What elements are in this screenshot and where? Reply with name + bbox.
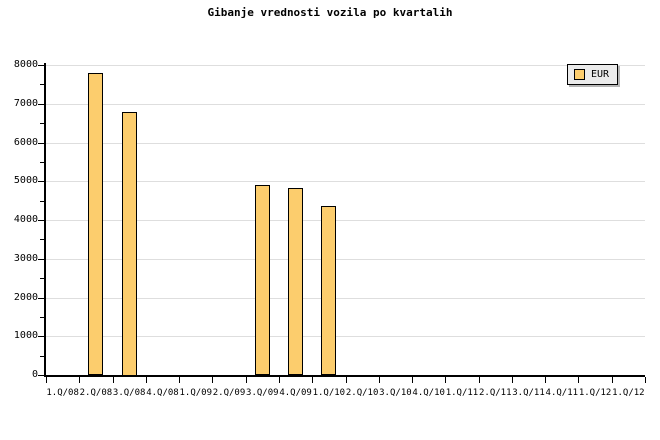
legend[interactable]: EUR	[567, 64, 619, 85]
y-axis-tick-label: 3000	[13, 253, 38, 264]
y-axis-labels: 0 1000 2000 3000 4000 5000 6000 7000 8000	[0, 0, 38, 440]
x-axis-tick-label: 1.Q/12	[578, 388, 612, 398]
y-axis-tick-label: 7000	[13, 98, 38, 109]
y-axis-tick-label: 8000	[13, 59, 38, 70]
x-axis-tick	[346, 377, 347, 383]
bar	[88, 73, 103, 375]
x-axis-tick-label: 3.Q/11	[512, 388, 545, 398]
x-axis-tick	[379, 377, 380, 383]
y-axis-tick	[38, 375, 45, 376]
x-axis-tick-label: 1.Q/11	[445, 388, 479, 398]
x-axis-tick	[113, 377, 114, 383]
plot-area	[46, 65, 645, 376]
y-axis-tick	[38, 259, 45, 260]
y-axis-line	[44, 63, 46, 377]
x-axis-tick	[212, 377, 213, 383]
x-axis-tick-label: 3.Q/08	[112, 388, 146, 398]
x-axis-tick-label: 1.Q/12	[612, 388, 645, 398]
bar	[122, 112, 137, 376]
y-axis-tick	[38, 220, 45, 221]
x-axis-tick-label: 1.Q/10	[312, 388, 346, 398]
legend-swatch-eur-icon	[574, 69, 585, 80]
x-axis-tick	[512, 377, 513, 383]
y-axis-tick	[38, 298, 45, 299]
x-axis-tick	[279, 377, 280, 383]
x-axis-tick-label: 4.Q/09	[279, 388, 312, 398]
x-axis-tick	[79, 377, 80, 383]
y-axis-tick-label: 5000	[13, 175, 38, 186]
y-axis-tick	[38, 181, 45, 182]
y-axis-tick	[38, 143, 45, 144]
x-axis-tick	[179, 377, 180, 383]
y-axis-tick-label: 4000	[13, 214, 38, 225]
x-axis-tick	[445, 377, 446, 383]
x-axis-tick	[479, 377, 480, 383]
gridline	[46, 181, 645, 182]
y-axis-tick	[38, 336, 45, 337]
x-axis-tick	[578, 377, 579, 383]
y-axis-minor-tick	[40, 123, 45, 124]
x-axis-tick	[312, 377, 313, 383]
gridline	[46, 143, 645, 144]
legend-label-eur: EUR	[591, 69, 610, 80]
x-axis-tick-label: 4.Q/10	[412, 388, 445, 398]
gridline	[46, 259, 645, 260]
y-axis-minor-tick	[40, 162, 45, 163]
chart-title: Gibanje vrednosti vozila po kvartalih	[207, 6, 453, 19]
y-axis-tick	[38, 104, 45, 105]
y-axis-tick-label: 1000	[13, 330, 38, 341]
x-axis-tick-label: 3.Q/10	[379, 388, 412, 398]
gridline	[46, 298, 645, 299]
x-axis-tick	[545, 377, 546, 383]
bar	[321, 206, 336, 375]
y-axis-minor-tick	[40, 317, 45, 318]
bar	[288, 188, 303, 375]
y-axis-tick	[38, 65, 45, 66]
x-axis-tick	[612, 377, 613, 383]
y-axis-minor-tick	[40, 278, 45, 279]
y-axis-tick-label: 2000	[13, 292, 38, 303]
x-axis-tick-label: 2.Q/09	[212, 388, 246, 398]
x-axis-tick-label: 1.Q/08	[46, 388, 79, 398]
x-axis-tick	[412, 377, 413, 383]
x-axis-tick-label: 2.Q/11	[478, 388, 512, 398]
y-axis-tick-label: 6000	[13, 137, 38, 148]
y-axis-minor-tick	[40, 201, 45, 202]
y-axis-minor-tick	[40, 356, 45, 357]
x-axis-tick	[46, 377, 47, 383]
x-axis-tick-label: 2.Q/08	[79, 388, 113, 398]
gridline	[46, 104, 645, 105]
x-axis-tick-label: 4.Q/11	[545, 388, 579, 398]
x-axis-tick	[246, 377, 247, 383]
y-axis-tick-label: 0	[31, 369, 38, 380]
x-axis-tick-label: 2.Q/10	[345, 388, 379, 398]
x-axis-line	[44, 375, 645, 377]
x-axis-tick-label: 3.Q/09	[246, 388, 279, 398]
x-axis-tick-label: 4.Q/08	[146, 388, 179, 398]
y-axis-minor-tick	[40, 239, 45, 240]
bar	[255, 185, 270, 375]
x-axis-tick-label: 1.Q/09	[179, 388, 212, 398]
x-axis-tick	[146, 377, 147, 383]
y-axis-minor-tick	[40, 84, 45, 85]
x-axis-tick	[645, 377, 646, 383]
gridline	[46, 65, 645, 66]
gridline	[46, 336, 645, 337]
gridline	[46, 220, 645, 221]
